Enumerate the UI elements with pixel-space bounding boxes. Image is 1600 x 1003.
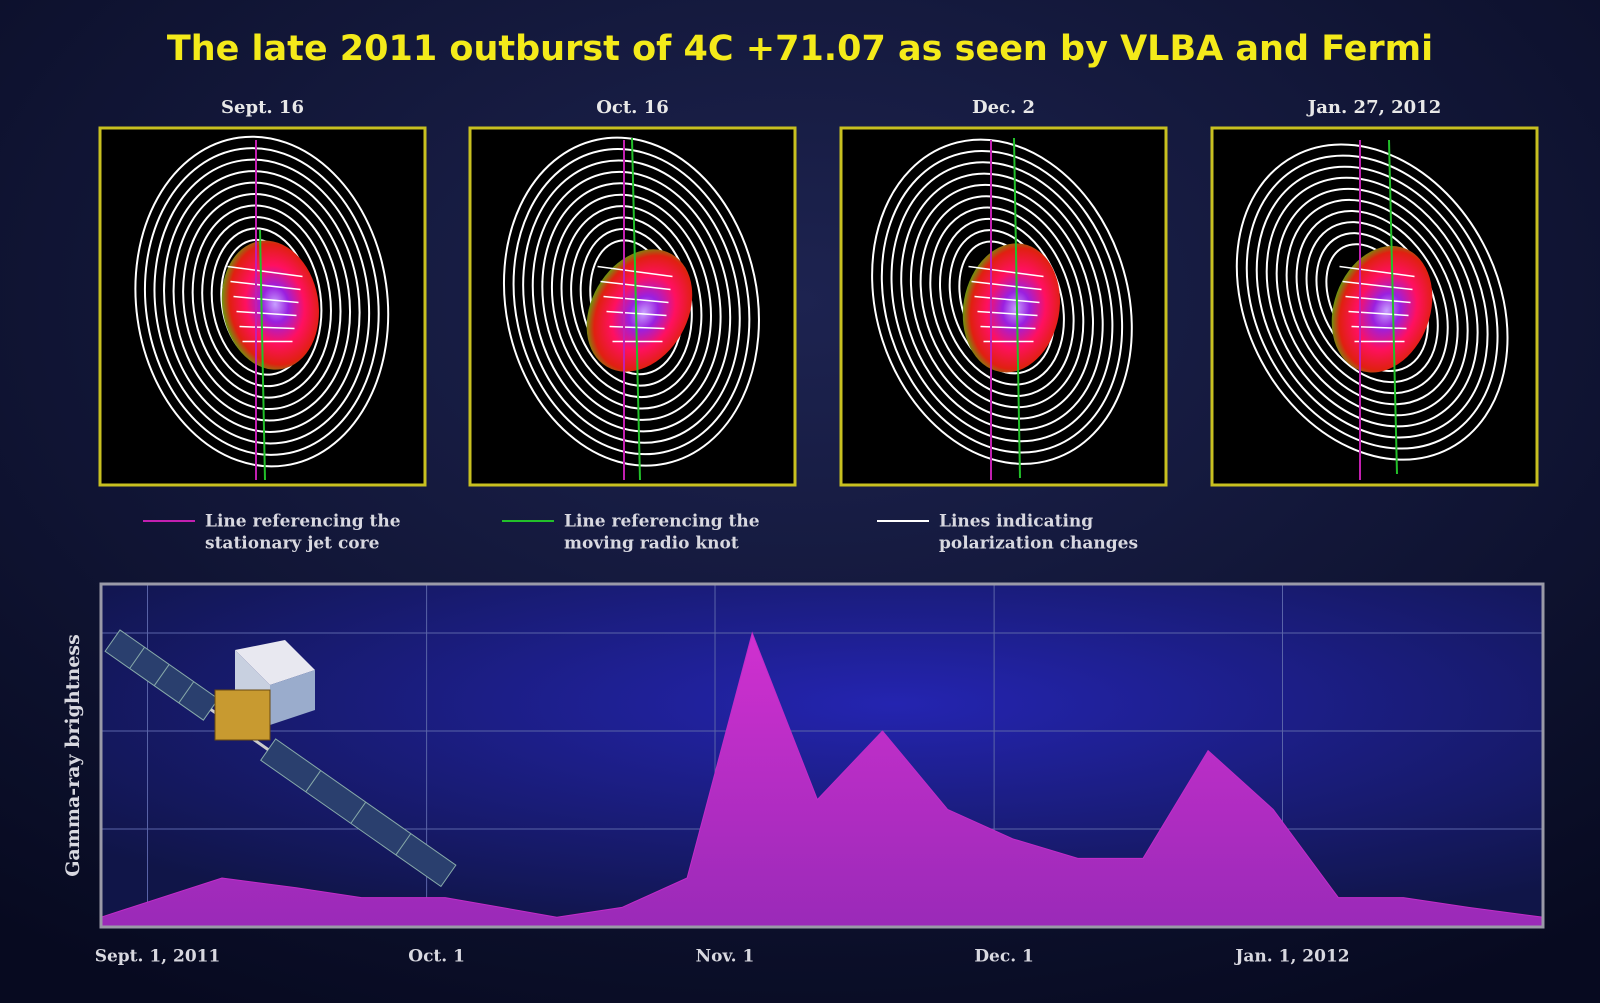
y-axis-label: Gamma-ray brightness xyxy=(62,634,84,877)
contour xyxy=(134,135,390,468)
contour xyxy=(938,217,1065,386)
knot-line xyxy=(631,137,641,481)
emission-blob xyxy=(221,240,319,370)
brightness-area xyxy=(100,631,1544,928)
contour xyxy=(512,148,751,456)
polarization-line xyxy=(977,310,1038,317)
panel-label: Dec. 2 xyxy=(972,97,1035,118)
legend-text: stationary jet core xyxy=(205,534,380,554)
x-tick-label: Nov. 1 xyxy=(696,947,755,967)
knot-line xyxy=(259,229,266,481)
title: The late 2011 outburst of 4C +71.07 as s… xyxy=(167,29,1433,69)
contour xyxy=(172,181,352,422)
contour xyxy=(143,147,380,456)
contour xyxy=(900,172,1104,431)
contour xyxy=(502,136,760,467)
contour xyxy=(871,138,1133,465)
contour xyxy=(163,170,361,433)
panel-label: Sept. 16 xyxy=(221,97,304,118)
contour xyxy=(191,204,332,399)
contour xyxy=(522,159,741,444)
contour xyxy=(1275,187,1469,417)
contour xyxy=(153,158,371,445)
x-tick-label: Oct. 1 xyxy=(408,947,465,967)
panel-label: Jan. 27, 2012 xyxy=(1306,97,1441,118)
x-tick-label: Dec. 1 xyxy=(974,947,1034,967)
polarization-line xyxy=(1348,310,1409,317)
contour xyxy=(560,205,703,399)
polarization-line xyxy=(974,295,1040,304)
plot-frame xyxy=(99,582,1545,929)
contour xyxy=(1255,165,1489,439)
polarization-line xyxy=(980,325,1036,330)
plot: Sept. 1, 2011 Oct. 1 Nov. 1 Dec. 1 Jan. 1, 2… xyxy=(62,582,1545,967)
contour xyxy=(909,183,1094,420)
panel-label: Oct. 16 xyxy=(596,97,669,118)
polarization-line xyxy=(230,280,301,291)
knot-line xyxy=(1388,139,1398,475)
contour xyxy=(919,195,1085,409)
polarization-line xyxy=(227,265,303,278)
polarization-line xyxy=(1339,265,1415,278)
contour xyxy=(1265,176,1479,428)
polarization-line xyxy=(1342,280,1413,291)
polarization-line xyxy=(239,325,295,330)
legend-text: Lines indicating xyxy=(939,512,1093,532)
polarization-line xyxy=(971,280,1042,291)
x-tick-label: Sept. 1, 2011 xyxy=(95,947,221,967)
contours xyxy=(1235,143,1509,461)
polarization-line xyxy=(236,310,297,317)
contour xyxy=(201,215,323,388)
legend-text: Line referencing the xyxy=(564,512,760,532)
panels: Sept. 16 Oct. 16 Dec. 2 Jan. 27, 2012 xyxy=(98,97,1539,487)
legend-text: polarization changes xyxy=(939,534,1138,554)
legend-text: moving radio knot xyxy=(564,534,739,554)
x-tick-label: Jan. 1, 2012 xyxy=(1233,947,1349,967)
satellite-illustration xyxy=(104,629,457,888)
contour xyxy=(550,193,712,410)
polarization-line xyxy=(968,265,1044,278)
knot-line xyxy=(1013,137,1021,479)
contour xyxy=(1235,143,1509,461)
legend-text: Line referencing the xyxy=(205,512,401,532)
contour xyxy=(531,170,732,433)
contour xyxy=(929,206,1075,397)
polarization-line xyxy=(233,295,299,304)
polarization-line xyxy=(1345,295,1411,304)
contour xyxy=(1245,154,1499,450)
contour xyxy=(182,193,342,411)
contour xyxy=(890,161,1114,443)
contour xyxy=(1295,210,1449,395)
contour xyxy=(541,182,722,421)
contour xyxy=(1285,198,1459,406)
contour xyxy=(880,149,1124,454)
